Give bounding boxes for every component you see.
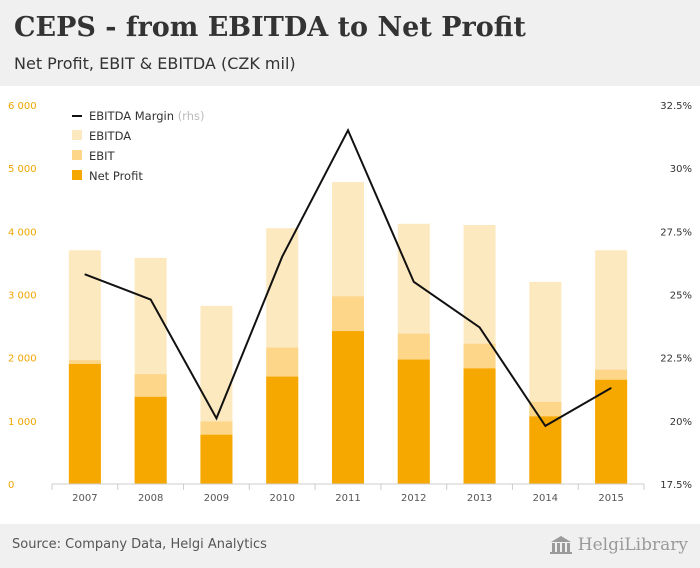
ebitda-margin-point-2015 [610,387,612,389]
bar-net-profit-2013 [463,368,496,484]
y-right-tick-label: 30% [670,164,692,175]
bar-net-profit-2007 [68,363,101,484]
source-note: Source: Company Data, Helgi Analytics [12,537,267,552]
y-left-tick-label: 5 000 [8,164,37,175]
x-tick-label-2008: 2008 [138,493,163,504]
y-right-tick-label: 27.5% [660,227,692,238]
legend-label-ebitda-margin: EBITDA Margin (rhs) [89,109,204,123]
y-left-tick-label: 3 000 [8,291,37,302]
bar-net-profit-2012 [397,359,430,484]
y-right-tick-label: 25% [670,291,692,302]
x-tick-label-2010: 2010 [269,493,294,504]
legend: EBITDA Margin (rhs) EBITDA EBIT Net Profit [72,109,204,183]
bar-net-profit-2009 [200,434,233,484]
margin-line-group [84,127,612,428]
bar-net-profit-2011 [332,331,364,484]
chart-footer: Source: Company Data, Helgi Analytics He… [0,524,700,568]
legend-swatch-net-profit [72,170,82,180]
x-tick-label-2011: 2011 [335,493,360,504]
legend-label-ebit: EBIT [89,149,116,163]
ebitda-margin-point-2009 [215,417,217,419]
legend-rhs-note: (rhs) [178,109,205,123]
y-left-tick-label: 6 000 [8,101,37,112]
ebitda-margin-point-2007 [84,273,86,275]
ebitda-margin-point-2008 [150,299,152,301]
ebitda-margin-point-2013 [479,326,481,328]
legend-label-ebitda: EBITDA [89,129,131,143]
chart-title: CEPS - from EBITDA to Net Profit [14,12,526,43]
legend-swatch-ebitda [72,130,82,140]
y-left-tick-label: 2 000 [8,354,37,365]
y-right-tick-label: 32.5% [660,101,692,112]
ebitda-margin-point-2011 [347,129,349,131]
chart-header: CEPS - from EBITDA to Net Profit Net Pro… [0,0,700,86]
x-tick-label-2007: 2007 [72,493,97,504]
library-building-icon [549,536,572,554]
y-left-tick-label: 4 000 [8,227,37,238]
y-right-tick-label: 17.5% [660,480,692,491]
y-right-tick-label: 22.5% [660,354,692,365]
y-left-tick-label: 1 000 [8,417,37,428]
x-tick-label-2013: 2013 [467,493,492,504]
x-tick-label-2014: 2014 [533,493,558,504]
ebitda-margin-point-2010 [281,256,283,258]
ebitda-margin-point-2014 [544,425,546,427]
y-left-tick-label: 0 [8,480,14,491]
bar-net-profit-2010 [266,376,299,484]
x-tick-label-2012: 2012 [401,493,426,504]
y-right-tick-label: 20% [670,417,692,428]
chart-canvas: 2007 2008 2009 2010 2011 2012 2013 2014 2015 0 1 0… [8,101,692,504]
legend-swatch-ebit [72,150,82,160]
ebitda-margin-point-2012 [413,281,415,283]
logo-text: HelgiLibrary [577,535,688,555]
bar-net-profit-2014 [529,416,562,484]
bar-net-profit-2008 [134,396,167,484]
axes-group: 2007 2008 2009 2010 2011 2012 2013 2014 2015 0 1 0… [8,101,692,504]
x-tick-label-2015: 2015 [598,493,623,504]
chart-subtitle: Net Profit, EBIT & EBITDA (CZK mil) [14,54,296,73]
x-tick-label-2009: 2009 [204,493,229,504]
bar-group [68,182,628,484]
helgi-library-logo: HelgiLibrary [549,533,688,557]
bar-net-profit-2015 [595,379,628,484]
legend-label-net-profit: Net Profit [89,169,143,183]
